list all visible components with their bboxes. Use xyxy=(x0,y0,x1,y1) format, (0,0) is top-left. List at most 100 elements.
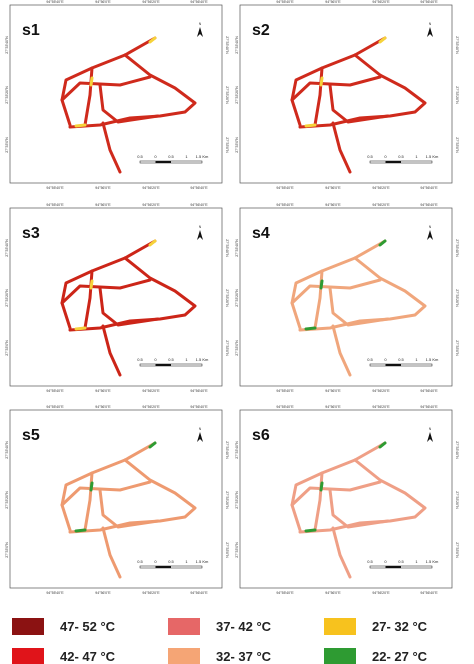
longitude-label: 94°56'20"E xyxy=(142,0,160,4)
map-panel: 94°55'40"E 94°55'40"E 94°56'0"E 94°56'0"E 94… xyxy=(5,0,229,190)
scale-bar-fill xyxy=(155,566,171,568)
longitude-label: 94°56'20"E xyxy=(372,0,390,4)
road-hotspot xyxy=(304,326,317,331)
legend-swatch xyxy=(324,648,356,664)
road xyxy=(101,324,122,377)
latitude-label: 27°33'20"N xyxy=(225,86,229,104)
panel-title: s4 xyxy=(252,225,270,242)
latitude-label: 27°33'40"N xyxy=(235,36,239,54)
latitude-label: 27°33'0"N xyxy=(5,542,9,558)
scale-label: 0.5 xyxy=(137,154,143,159)
scale-label: 0.5 xyxy=(137,357,143,362)
road xyxy=(290,36,387,127)
longitude-label: 94°56'20"E xyxy=(372,591,390,595)
longitude-label: 94°56'0"E xyxy=(325,389,341,393)
latitude-label: 27°33'40"N xyxy=(235,239,239,257)
latitude-label: 27°33'20"N xyxy=(225,491,229,509)
legend-swatch xyxy=(12,618,44,635)
road-hotspot xyxy=(319,76,324,87)
longitude-label: 94°56'0"E xyxy=(95,389,111,393)
panel-frame xyxy=(239,4,453,184)
longitude-label: 94°56'0"E xyxy=(325,0,341,4)
north-label: N xyxy=(199,22,202,26)
latitude-label: 27°33'20"N xyxy=(5,289,9,307)
scale-label: 0 xyxy=(154,559,157,564)
road xyxy=(298,256,427,332)
panel-frame xyxy=(239,207,453,387)
longitude-label: 94°56'20"E xyxy=(372,203,390,207)
longitude-label: 94°56'20"E xyxy=(142,591,160,595)
panel-title: s3 xyxy=(22,225,40,242)
road xyxy=(298,53,427,129)
north-label: N xyxy=(199,225,202,229)
longitude-label: 94°56'0"E xyxy=(325,186,341,190)
latitude-label: 27°33'40"N xyxy=(5,36,9,54)
north-arrow xyxy=(197,230,203,240)
longitude-label: 94°56'0"E xyxy=(95,186,111,190)
latitude-label: 27°33'20"N xyxy=(455,289,459,307)
longitude-label: 94°56'20"E xyxy=(142,405,160,409)
road xyxy=(98,488,160,529)
map-panel: 94°55'40"E 94°55'40"E 94°56'0"E 94°56'0"E 94… xyxy=(5,203,229,393)
road-hotspot xyxy=(89,76,94,87)
north-label: N xyxy=(429,427,432,431)
road-hotspot xyxy=(74,326,87,331)
latitude-label: 27°33'20"N xyxy=(455,491,459,509)
longitude-label: 94°56'20"E xyxy=(372,389,390,393)
scale-label: 0 xyxy=(384,154,387,159)
latitude-label: 27°33'40"N xyxy=(5,239,9,257)
panel-frame xyxy=(9,409,223,589)
scale-label: 0.5 xyxy=(398,559,404,564)
legend-label: 37- 42 °C xyxy=(216,619,272,634)
longitude-label: 94°56'40"E xyxy=(420,405,438,409)
legend-label: 22- 27 °C xyxy=(372,649,428,664)
map-panel: 94°55'40"E 94°55'40"E 94°56'0"E 94°56'0"E 94… xyxy=(5,405,229,595)
longitude-label: 94°56'0"E xyxy=(95,203,111,207)
scale-label: 1 xyxy=(415,154,418,159)
road xyxy=(101,121,122,174)
scale-label: 0.5 xyxy=(168,559,174,564)
legend-label: 42- 47 °C xyxy=(60,649,116,664)
scale-label: 1 xyxy=(415,559,418,564)
road-hotspot xyxy=(89,481,94,492)
longitude-label: 94°55'40"E xyxy=(46,591,64,595)
longitude-label: 94°56'40"E xyxy=(190,389,208,393)
latitude-label: 27°33'20"N xyxy=(235,491,239,509)
longitude-label: 94°56'20"E xyxy=(142,186,160,190)
scale-label: 1 xyxy=(185,559,188,564)
legend-label: 32- 37 °C xyxy=(216,649,272,664)
longitude-label: 94°56'0"E xyxy=(325,203,341,207)
scale-bar-fill xyxy=(155,364,171,366)
longitude-label: 94°56'40"E xyxy=(190,405,208,409)
longitude-label: 94°56'20"E xyxy=(372,405,390,409)
panel-frame xyxy=(9,207,223,387)
north-label: N xyxy=(199,427,202,431)
longitude-label: 94°55'40"E xyxy=(276,186,294,190)
latitude-label: 27°33'40"N xyxy=(225,36,229,54)
longitude-label: 94°56'20"E xyxy=(142,203,160,207)
longitude-label: 94°56'40"E xyxy=(420,389,438,393)
latitude-label: 27°33'0"N xyxy=(225,542,229,558)
longitude-label: 94°55'40"E xyxy=(276,389,294,393)
latitude-label: 27°33'0"N xyxy=(225,137,229,153)
road xyxy=(298,458,427,534)
latitude-label: 27°33'40"N xyxy=(225,441,229,459)
scale-label: 0.5 xyxy=(168,357,174,362)
scale-label: 0.5 xyxy=(367,559,373,564)
north-arrow xyxy=(197,432,203,442)
scale-label: 1.5 Km xyxy=(426,357,439,362)
road xyxy=(60,36,157,127)
road xyxy=(331,526,352,579)
road xyxy=(98,286,160,327)
scale-label: 1.5 Km xyxy=(426,154,439,159)
panel-frame xyxy=(239,409,453,589)
longitude-label: 94°56'40"E xyxy=(420,186,438,190)
scale-label: 0 xyxy=(154,154,157,159)
latitude-label: 27°33'40"N xyxy=(455,441,459,459)
scale-label: 1.5 Km xyxy=(426,559,439,564)
latitude-label: 27°33'40"N xyxy=(5,441,9,459)
road-hotspot xyxy=(148,441,157,449)
scale-label: 0 xyxy=(154,357,157,362)
scale-label: 1.5 Km xyxy=(196,559,209,564)
road-hotspot xyxy=(378,441,387,449)
